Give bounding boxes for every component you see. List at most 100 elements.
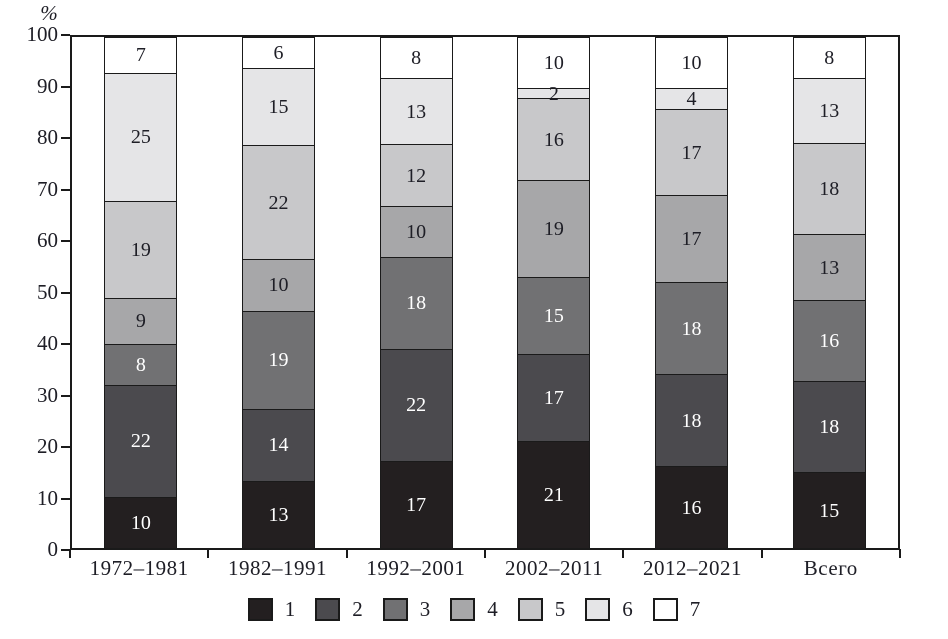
bar-segment: 17 bbox=[517, 353, 591, 441]
y-axis-tick bbox=[61, 240, 70, 242]
bar-segment: 13 bbox=[242, 480, 315, 548]
legend-item: 2 bbox=[315, 597, 363, 622]
bar-segment: 10 bbox=[104, 496, 178, 548]
bar-segment: 6 bbox=[242, 37, 315, 69]
bar-segment: 25 bbox=[104, 72, 178, 201]
y-axis-tick bbox=[61, 85, 70, 88]
x-axis-category-label: 2012–2021 bbox=[642, 556, 742, 580]
x-axis-category-label: 1992–2001 bbox=[366, 556, 466, 580]
legend-swatch bbox=[652, 598, 678, 621]
legend-item: 4 bbox=[450, 597, 498, 622]
bar-segment: 18 bbox=[792, 381, 866, 473]
legend-label: 5 bbox=[554, 597, 566, 621]
bar-segment: 13 bbox=[379, 77, 453, 145]
x-axis-tick bbox=[484, 549, 486, 558]
bar-segment: 8 bbox=[104, 343, 178, 385]
bar-segment: 10 bbox=[379, 205, 453, 257]
category-column: 10 22 8 9 19 25 7 bbox=[72, 37, 210, 548]
y-axis-tick bbox=[61, 137, 70, 139]
bar-segment: 4 bbox=[655, 88, 729, 109]
y-axis-tick-label: 100 bbox=[26, 22, 59, 46]
legend-label: 6 bbox=[622, 597, 633, 621]
bar-segment: 15 bbox=[792, 472, 866, 548]
bar-segment: 22 bbox=[104, 384, 178, 497]
y-axis-tick-label: 90 bbox=[37, 73, 58, 98]
bar-segment: 17 bbox=[379, 461, 453, 548]
y-axis-unit-label: % bbox=[40, 1, 58, 25]
category-column: 17 22 18 10 12 13 8 bbox=[347, 37, 485, 548]
stacked-bar: 10 22 8 9 19 25 7 bbox=[104, 37, 178, 548]
bar-segment: 19 bbox=[104, 200, 178, 298]
bar-segment: 10 bbox=[517, 37, 591, 89]
x-axis-category-label: Всего bbox=[803, 556, 858, 580]
bar-segment: 17 bbox=[655, 195, 729, 283]
legend-label: 2 bbox=[352, 597, 363, 621]
bar-segment: 16 bbox=[517, 98, 591, 181]
legend-swatch bbox=[315, 598, 341, 621]
bar-segment: 9 bbox=[104, 297, 178, 344]
x-axis-tick bbox=[69, 549, 71, 558]
bar-segment: 16 bbox=[655, 466, 729, 548]
category-column: 13 14 19 10 22 15 6 bbox=[210, 37, 348, 548]
bar-segment: 13 bbox=[792, 77, 866, 144]
y-axis-tick-label: 50 bbox=[37, 279, 58, 304]
bar-segment: 14 bbox=[242, 408, 315, 481]
legend-label: 3 bbox=[419, 597, 431, 621]
bar-segment: 18 bbox=[379, 256, 453, 349]
stacked-bar: 15 18 16 13 18 13 8 bbox=[792, 37, 866, 548]
bar-segment: 21 bbox=[517, 440, 591, 548]
stacked-bar: 21 17 15 19 16 2 10 bbox=[517, 37, 591, 548]
y-axis-tick bbox=[61, 188, 70, 191]
y-axis-tick-label: 40 bbox=[37, 331, 58, 355]
legend-swatch bbox=[382, 598, 408, 621]
x-axis-category-label: 2002–2011 bbox=[505, 556, 604, 580]
legend-item: 1 bbox=[247, 597, 295, 622]
y-axis-tick bbox=[61, 394, 70, 397]
bar-segment: 15 bbox=[517, 277, 591, 354]
y-axis-tick-label: 20 bbox=[37, 434, 58, 458]
bar-segment: 18 bbox=[655, 374, 729, 467]
y-axis-tick-label: 0 bbox=[47, 537, 59, 561]
bar-segment: 2 bbox=[517, 84, 591, 104]
legend-swatch bbox=[517, 598, 543, 621]
bar-segment: 22 bbox=[379, 348, 453, 462]
x-axis-tick bbox=[622, 549, 625, 558]
y-axis-tick bbox=[61, 291, 70, 294]
x-axis-tick bbox=[760, 549, 763, 558]
x-axis-category-labels: 1972–1981 1982–1991 1992–2001 2002–2011 2012… bbox=[70, 556, 900, 581]
y-axis-tick-label: 10 bbox=[37, 485, 58, 510]
bar-segment: 18 bbox=[655, 282, 729, 375]
x-axis-tick bbox=[345, 549, 348, 558]
bar-segment: 16 bbox=[792, 300, 866, 382]
legend-swatch bbox=[247, 598, 273, 621]
bar-segment: 19 bbox=[242, 310, 315, 409]
x-axis-category-label: 1972–1981 bbox=[89, 556, 189, 580]
y-axis-tick bbox=[61, 343, 70, 345]
category-column: 16 18 18 17 17 4 10 bbox=[623, 37, 761, 548]
category-column: 21 17 15 19 16 2 10 bbox=[485, 37, 623, 548]
category-column: 15 18 16 13 18 13 8 bbox=[760, 37, 898, 548]
legend: 1 2 3 4 5 6 7 bbox=[0, 597, 948, 622]
stacked-bar: 16 18 18 17 17 4 10 bbox=[655, 37, 729, 548]
bar-segment: 18 bbox=[792, 143, 866, 235]
stacked-bar: 17 22 18 10 12 13 8 bbox=[379, 37, 453, 548]
legend-swatch bbox=[450, 598, 476, 621]
bar-segment: 10 bbox=[242, 258, 315, 311]
legend-label: 7 bbox=[689, 597, 701, 621]
x-axis-tick bbox=[899, 549, 901, 558]
bar-segment: 8 bbox=[379, 37, 453, 78]
bar-segment: 19 bbox=[517, 180, 591, 278]
y-axis-tick bbox=[61, 34, 70, 36]
bar-segment: 7 bbox=[104, 37, 178, 73]
y-axis-tick-label: 30 bbox=[37, 382, 58, 407]
bar-segment: 15 bbox=[242, 68, 315, 146]
x-axis-category-label: 1982–1991 bbox=[227, 556, 327, 580]
y-axis-tick-label: 70 bbox=[37, 176, 58, 201]
legend-label: 4 bbox=[487, 597, 498, 621]
y-axis-tick-label: 60 bbox=[37, 228, 58, 252]
bar-segment: 8 bbox=[792, 37, 866, 78]
bar-segment: 13 bbox=[792, 234, 866, 301]
y-axis-tick-label: 80 bbox=[37, 125, 58, 149]
legend-item: 7 bbox=[652, 597, 701, 622]
